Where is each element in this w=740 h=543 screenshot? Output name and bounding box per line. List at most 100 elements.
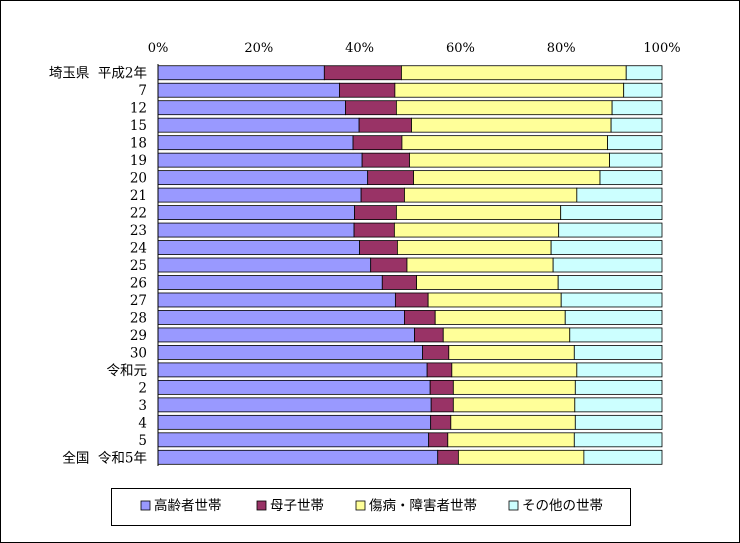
bar-segment <box>157 222 355 238</box>
bar-segment <box>430 414 452 430</box>
x-tick-label: 20% <box>244 41 273 56</box>
bar-segment <box>157 397 432 413</box>
bar-segment <box>434 310 566 325</box>
bar-segment <box>339 82 396 98</box>
bar-segment <box>157 257 372 273</box>
bar-segment <box>452 379 576 395</box>
bar-segment <box>560 205 663 220</box>
bar-segment <box>360 187 405 203</box>
bar-segment <box>157 432 430 448</box>
bar-segment <box>411 117 612 133</box>
y-axis-category-labels: 埼玉県 平成2年7121518192021222324252627282930令… <box>49 66 147 467</box>
bar-segment <box>361 152 410 168</box>
x-axis-tick-labels: 0% 20% 40% 60% 80% 100% <box>148 41 681 56</box>
bar-segment <box>396 240 552 255</box>
bar-segment <box>401 135 608 151</box>
bar-segment <box>583 449 663 465</box>
bar-segment <box>609 152 663 168</box>
bar-segment <box>574 397 663 413</box>
bar-segment <box>427 292 562 308</box>
bar-segment <box>323 65 402 81</box>
bar-segment <box>448 345 575 360</box>
bar-segment <box>352 135 403 151</box>
legend: 高齢者世帯 母子世帯 傷病・障害者世帯 その他の世帯 <box>111 488 631 526</box>
category-label: 29 <box>130 328 147 344</box>
x-tick-label: 40% <box>345 41 374 56</box>
bar-segment <box>157 135 354 151</box>
category-label: 15 <box>130 118 147 134</box>
category-label: 全国 令和5年 <box>62 449 147 466</box>
category-label: 30 <box>130 345 147 361</box>
bar-segment <box>157 240 361 255</box>
x-tick-label: 80% <box>547 41 576 56</box>
bar-segment <box>447 432 575 448</box>
bar-segment <box>367 170 414 186</box>
bar-segment <box>414 327 444 343</box>
bar-segment <box>623 82 663 98</box>
x-tick-label: 60% <box>446 41 475 56</box>
bar-segment <box>404 187 578 203</box>
bar-segment <box>157 414 432 430</box>
category-label: 21 <box>130 188 147 204</box>
bar-segment <box>157 187 362 203</box>
bar-segment <box>157 65 325 81</box>
bar-segment <box>157 379 431 395</box>
x-tick-label: 100% <box>643 41 680 56</box>
legend-label: 高齢者世帯 <box>154 497 222 514</box>
bar-segment <box>157 82 340 98</box>
category-label: 19 <box>130 153 147 169</box>
bar-segment <box>599 170 663 186</box>
bar-segment <box>157 275 383 290</box>
category-label: 埼玉県 平成2年 <box>49 66 147 82</box>
bar-segment <box>574 414 663 430</box>
bar-segment <box>625 65 663 81</box>
bar-segment <box>157 292 396 308</box>
bar-segment <box>573 432 663 448</box>
bar-segment <box>157 117 360 133</box>
category-label: 24 <box>130 241 147 257</box>
bar-segment <box>564 310 663 325</box>
bar-segment <box>569 327 663 343</box>
category-label: 20 <box>130 171 147 187</box>
legend-swatch <box>355 500 366 511</box>
bar-segment <box>345 100 397 116</box>
category-label: 5 <box>138 433 147 449</box>
bar-segment <box>552 257 663 273</box>
bar-segment <box>416 275 559 290</box>
legend-box <box>111 488 631 526</box>
bar-segment <box>353 222 395 238</box>
legend-swatch <box>508 500 519 511</box>
category-label: 4 <box>138 415 147 431</box>
bar-segment <box>157 449 439 465</box>
bar-segment <box>393 222 560 238</box>
bar-segment <box>157 170 369 186</box>
bar-segment <box>157 205 355 220</box>
bar-segment <box>381 275 417 290</box>
bar-segment <box>610 117 663 133</box>
bar-segment <box>395 205 562 220</box>
category-label: 7 <box>138 83 147 99</box>
bar-segment <box>394 292 429 308</box>
bar-segment <box>426 362 453 378</box>
bar-segment <box>557 275 663 290</box>
bar-segment <box>359 240 398 255</box>
category-label: 28 <box>130 310 147 326</box>
bar-segment <box>358 117 412 133</box>
bar-segment <box>430 397 454 413</box>
x-tick-label: 0% <box>148 41 169 56</box>
bar-segment <box>157 362 428 378</box>
category-label: 25 <box>130 258 147 274</box>
bar-segment <box>157 310 405 325</box>
bar-segment <box>550 240 663 255</box>
category-label: 23 <box>130 223 147 239</box>
category-label: 令和元 <box>107 363 148 379</box>
bar-segment <box>607 135 663 151</box>
bar-segment <box>406 257 554 273</box>
bar-segment <box>401 65 627 81</box>
bar-segment <box>428 432 449 448</box>
category-label: 2 <box>138 380 147 396</box>
bar-segment <box>370 257 408 273</box>
plot-area <box>157 64 663 467</box>
bar-segment <box>576 187 663 203</box>
